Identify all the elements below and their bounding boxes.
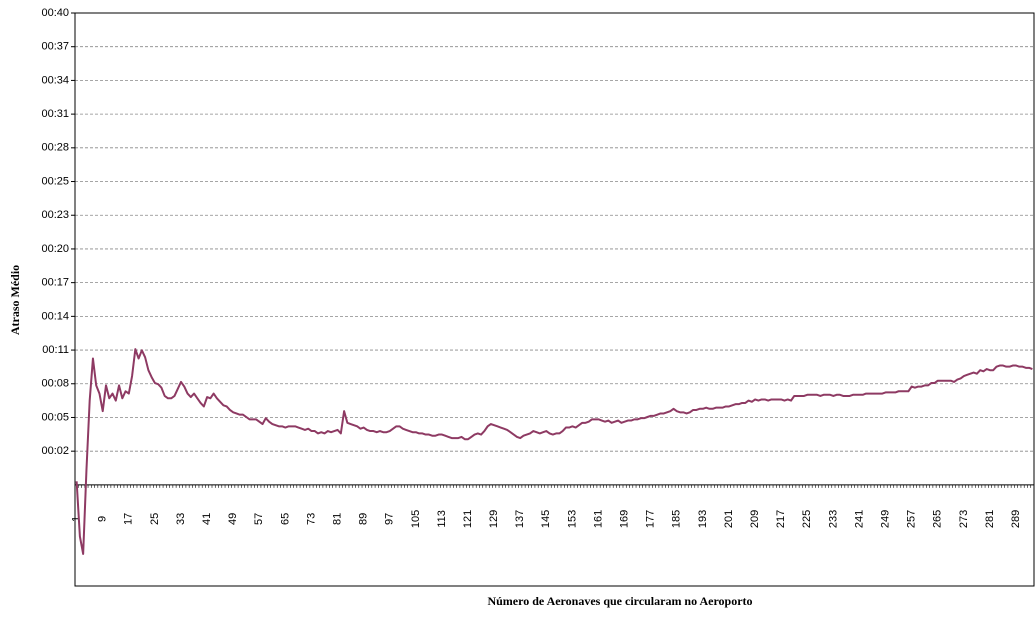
x-tick-label: 105 (410, 510, 422, 528)
x-tick-label: 25 (149, 513, 161, 525)
x-tick-label: 89 (358, 513, 370, 525)
x-tick-label: 49 (227, 513, 239, 525)
y-tick-label: 00:08 (41, 378, 69, 390)
y-tick-label: 00:34 (41, 74, 69, 86)
y-tick-label: 00:37 (41, 41, 69, 53)
x-tick-label: 241 (853, 510, 865, 528)
x-tick-label: 153 (566, 510, 578, 528)
y-axis-title: Atraso Médio (8, 265, 22, 335)
x-tick-label: 137 (514, 510, 526, 528)
plot-frame (74, 12, 1035, 587)
x-tick-label: 9 (97, 516, 109, 522)
y-tick-label: 00:02 (41, 445, 69, 457)
y-tick-label: 00:23 (41, 209, 69, 221)
x-tick-label: 225 (801, 510, 813, 528)
x-tick-label: 129 (488, 510, 500, 528)
x-tick-label: 121 (462, 510, 474, 528)
y-tick-label: 00:14 (41, 310, 69, 322)
y-tick-label: 00:28 (41, 142, 69, 154)
x-tick-label: 281 (984, 510, 996, 528)
x-tick-label: 73 (305, 513, 317, 525)
x-tick-label: 289 (1010, 510, 1022, 528)
y-tick-label: 00:25 (41, 175, 69, 187)
y-tick-label: 00:17 (41, 277, 69, 289)
x-tick-label: 57 (253, 513, 265, 525)
y-tick-label: 00:20 (41, 243, 69, 255)
x-tick-label: 145 (540, 510, 552, 528)
x-tick-label: 169 (619, 510, 631, 528)
x-tick-label: 209 (749, 510, 761, 528)
x-tick-label: 217 (775, 510, 787, 528)
y-tick-label: 00:11 (42, 344, 69, 356)
x-tick-label: 273 (958, 510, 970, 528)
x-tick-label: 113 (436, 510, 448, 528)
x-tick-label: 33 (175, 513, 187, 525)
x-tick-label: 201 (723, 510, 735, 528)
x-tick-label: 161 (592, 510, 604, 528)
x-tick-label: 65 (279, 513, 291, 525)
x-axis-title: Número de Aeronaves que circularam no Ae… (487, 594, 752, 608)
y-tick-label: 00:05 (41, 411, 69, 423)
x-tick-label: 233 (827, 510, 839, 528)
x-tick-label: 265 (932, 510, 944, 528)
x-tick-label: 17 (123, 513, 135, 525)
y-tick-label: 00:40 (41, 7, 69, 19)
x-tick-label: 41 (201, 513, 213, 525)
x-tick-label: 81 (331, 513, 343, 525)
data-line (75, 348, 1033, 555)
x-tick-label: 97 (384, 513, 396, 525)
x-tick-label: 1 (71, 516, 83, 522)
x-tick-label: 249 (879, 510, 891, 528)
x-tick-label: 193 (697, 510, 709, 528)
x-tick-label: 257 (906, 510, 918, 528)
x-tick-label: 185 (671, 510, 683, 528)
x-tick-label: 177 (645, 510, 657, 528)
y-tick-label: 00:31 (41, 108, 69, 120)
